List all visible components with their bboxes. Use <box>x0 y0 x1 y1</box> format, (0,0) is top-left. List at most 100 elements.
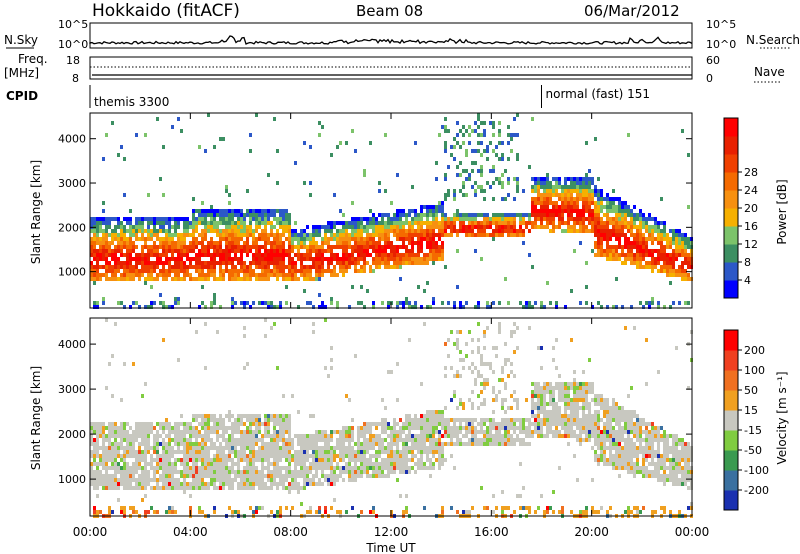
power-cell <box>636 213 639 217</box>
power-cell <box>555 225 558 229</box>
vel-cell <box>249 414 252 418</box>
power-cell <box>102 245 105 249</box>
power-cell <box>459 301 462 305</box>
vel-cell <box>480 430 483 434</box>
power-cell <box>312 249 315 253</box>
power-cell <box>96 249 99 253</box>
power-cell <box>210 241 213 245</box>
power-cell <box>390 241 393 245</box>
power-cell <box>396 221 399 225</box>
vel-cell <box>180 458 183 462</box>
vel-cell <box>126 450 129 454</box>
power-cell <box>210 209 213 213</box>
vel-cell <box>528 326 531 330</box>
power-cell <box>426 209 429 213</box>
vel-cell <box>342 438 345 442</box>
vel-cell <box>306 478 309 482</box>
power-cell <box>504 225 507 229</box>
power-cell <box>453 217 456 221</box>
power-cell <box>678 245 681 249</box>
vel-cell <box>462 402 465 406</box>
vel-cell <box>93 478 96 482</box>
power-cell <box>423 205 426 209</box>
power-cell <box>312 277 315 281</box>
power-cell <box>423 221 426 225</box>
vel-cell <box>402 442 405 446</box>
power-cell <box>228 253 231 257</box>
power-cell <box>90 217 93 221</box>
power-cell <box>495 153 498 157</box>
power-cell <box>456 141 459 145</box>
power-cell <box>402 225 405 229</box>
vel-cell <box>129 438 132 442</box>
power-cell <box>177 241 180 245</box>
vel-cell <box>153 434 156 438</box>
power-cell <box>228 269 231 273</box>
freq-tick-high: 18 <box>66 54 80 67</box>
vel-cell <box>291 454 294 458</box>
vel-cell <box>231 486 234 490</box>
power-cell <box>615 233 618 237</box>
power-cell <box>660 269 663 273</box>
power-cell <box>111 257 114 261</box>
power-cell <box>462 181 465 185</box>
power-cell <box>576 177 579 181</box>
power-cell <box>279 217 282 221</box>
power-cell <box>225 257 228 261</box>
vel-cell <box>519 426 522 430</box>
power-cell <box>588 201 591 205</box>
power-cell <box>282 273 285 277</box>
vel-cell <box>495 438 498 442</box>
power-cell <box>105 237 108 241</box>
power-cell <box>153 277 156 281</box>
power-cell <box>444 217 447 221</box>
vel-cell <box>192 470 195 474</box>
power-cell <box>138 261 141 265</box>
power-cell <box>213 145 216 149</box>
power-cell <box>255 277 258 281</box>
power-cell <box>306 273 309 277</box>
vel-cell <box>225 446 228 450</box>
vel-cell <box>360 474 363 478</box>
vel-cell <box>537 390 540 394</box>
power-cell <box>276 273 279 277</box>
vel-cell <box>216 470 219 474</box>
power-cell <box>186 269 189 273</box>
vel-cell <box>261 482 264 486</box>
power-cell <box>357 221 360 225</box>
power-cell <box>681 237 684 241</box>
vel-cell <box>480 362 483 366</box>
vel-cell <box>324 510 327 514</box>
vel-cell <box>252 430 255 434</box>
power-cell <box>645 265 648 269</box>
power-cell <box>435 205 438 209</box>
vel-cell <box>333 454 336 458</box>
power-cell <box>141 237 144 241</box>
power-cell <box>273 305 276 309</box>
vel-cell <box>327 450 330 454</box>
power-cell <box>399 225 402 229</box>
vel-cell <box>246 418 249 422</box>
vel-cell <box>162 466 165 470</box>
power-cell <box>396 261 399 265</box>
power-cell <box>213 265 216 269</box>
power-cell <box>651 225 654 229</box>
power-cell <box>219 245 222 249</box>
power-cell <box>153 253 156 257</box>
power-cell <box>654 237 657 241</box>
vel-cell <box>204 418 207 422</box>
power-cell <box>276 257 279 261</box>
power-cell <box>468 141 471 145</box>
power-cell <box>546 221 549 225</box>
vel-cell <box>306 454 309 458</box>
power-cell <box>150 301 153 305</box>
power-cell <box>534 213 537 217</box>
power-cell <box>183 265 186 269</box>
power-cell <box>192 233 195 237</box>
power-cell <box>141 229 144 233</box>
power-cell <box>204 305 207 309</box>
vel-cell <box>207 422 210 426</box>
vel-cell <box>234 454 237 458</box>
vel-cell <box>513 422 516 426</box>
vel-cell <box>453 442 456 446</box>
